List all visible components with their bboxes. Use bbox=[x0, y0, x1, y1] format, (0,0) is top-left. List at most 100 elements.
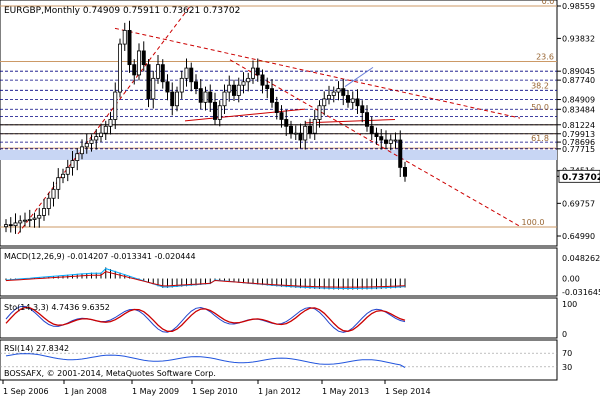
candle-body bbox=[312, 119, 317, 134]
candle-body bbox=[274, 101, 279, 114]
candle-body bbox=[231, 84, 236, 96]
rsi-axis-label: 70 bbox=[562, 349, 572, 358]
rsi-pane[interactable]: RSI(14) 27.8342 BOSSAFX, © 2001-2014, Me… bbox=[0, 339, 558, 381]
candle-body bbox=[127, 29, 132, 66]
candle-body bbox=[222, 91, 227, 107]
stochastic-axis-label: 100 bbox=[562, 300, 577, 309]
rsi-axis: 70 30 bbox=[562, 349, 572, 372]
candle-body bbox=[8, 224, 13, 227]
fibonacci-labels: 0.0 23.6 38.2 50.0 61.8 100.0 bbox=[522, 0, 555, 227]
macd-plot bbox=[5, 267, 406, 290]
macd-axis-label: 0.00 bbox=[562, 275, 580, 284]
candle-body bbox=[307, 125, 312, 134]
stochastic-label: Sto(14,3,3) 4.7436 9.6352 bbox=[4, 303, 110, 312]
candle-body bbox=[227, 84, 232, 93]
rsi-axis-label: 30 bbox=[562, 363, 572, 372]
candle-body bbox=[398, 139, 403, 168]
price-axis-label: 0.69757 bbox=[562, 199, 595, 208]
main-pane-frame bbox=[0, 0, 558, 247]
candle-body bbox=[13, 222, 18, 227]
current-price-label: 0.73702 bbox=[562, 173, 600, 183]
candle-body bbox=[279, 112, 284, 120]
current-price-tag bbox=[558, 169, 600, 183]
candle-body bbox=[265, 84, 270, 90]
candle-body bbox=[241, 81, 246, 86]
candle-body bbox=[61, 173, 66, 179]
candlesticks bbox=[4, 20, 407, 234]
candle-body bbox=[18, 220, 23, 224]
candle-body bbox=[236, 84, 241, 96]
stochastic-signal-line bbox=[5, 306, 406, 332]
stochastic-axis-label: 0 bbox=[562, 330, 567, 339]
macd-axis-label: -0.031645 bbox=[562, 288, 600, 297]
candle-body bbox=[89, 139, 94, 144]
candle-body bbox=[203, 91, 208, 103]
candle-body bbox=[84, 143, 89, 148]
candle-body bbox=[246, 77, 251, 83]
candle-body bbox=[99, 132, 104, 137]
candle-body bbox=[383, 139, 388, 144]
stochastic-pane[interactable]: Sto(14,3,3) 4.7436 9.6352 bbox=[0, 297, 558, 339]
fib-label: 50.0 bbox=[531, 103, 549, 112]
price-axis-label: 0.84909 bbox=[562, 96, 595, 105]
candle-body bbox=[364, 112, 369, 127]
candle-body bbox=[151, 77, 156, 100]
candle-body bbox=[65, 167, 70, 175]
price-axis-label: 0.98559 bbox=[562, 2, 595, 11]
fib-label: 38.2 bbox=[531, 81, 549, 90]
main-price-pane[interactable]: 0.0 23.6 38.2 50.0 61.8 100.0 EURGBP,Monthly … bbox=[0, 0, 558, 247]
stochastic-plot bbox=[5, 305, 406, 333]
trendline-upper-down bbox=[114, 27, 521, 119]
candle-body bbox=[22, 219, 27, 222]
candle-body bbox=[303, 125, 308, 141]
time-axis-label: 1 Jan 2012 bbox=[258, 387, 301, 396]
rsi-pane-frame bbox=[0, 339, 558, 381]
trendline-blue bbox=[344, 66, 374, 87]
candle-body bbox=[146, 64, 151, 100]
candle-body bbox=[184, 67, 189, 79]
candle-body bbox=[42, 208, 47, 216]
price-axis-label: 0.81224 bbox=[562, 121, 595, 130]
trendline-up bbox=[17, 6, 191, 235]
candle-body bbox=[94, 136, 99, 141]
rsi-line bbox=[5, 353, 406, 368]
candle-body bbox=[298, 132, 303, 141]
candle-body bbox=[141, 50, 146, 66]
candle-body bbox=[402, 167, 407, 177]
time-axis-label: 1 Jan 2008 bbox=[64, 387, 107, 396]
candle-body bbox=[345, 95, 350, 103]
candle-body bbox=[269, 88, 274, 103]
macd-pane[interactable]: MACD(12,26,9) -0.014207 -0.013341 -0.020… bbox=[0, 247, 558, 297]
candle-body bbox=[379, 136, 384, 141]
candle-body bbox=[288, 125, 293, 134]
candle-body bbox=[208, 91, 213, 103]
candle-body bbox=[336, 88, 341, 93]
stochastic-axis: 100 0 bbox=[562, 300, 577, 339]
price-axis-label: 0.87740 bbox=[562, 76, 595, 85]
macd-axis: 0.048262 0.00 -0.031645 bbox=[562, 254, 600, 297]
fib-label: 61.8 bbox=[531, 134, 549, 143]
candle-body bbox=[155, 64, 160, 79]
candle-body bbox=[118, 43, 123, 93]
trendline-solid bbox=[184, 108, 306, 122]
candle-body bbox=[70, 160, 75, 168]
candle-body bbox=[32, 217, 37, 220]
candle-body bbox=[322, 98, 327, 107]
candle-body bbox=[250, 67, 255, 79]
time-axis-label: 1 May 2009 bbox=[132, 387, 179, 396]
candle-body bbox=[80, 146, 85, 155]
candle-body bbox=[113, 91, 118, 120]
candle-body bbox=[255, 67, 260, 76]
fib-label: 100.0 bbox=[522, 218, 545, 227]
candle-body bbox=[217, 105, 222, 120]
time-axis-label: 1 Sep 2010 bbox=[192, 387, 238, 396]
fibonacci-lines bbox=[0, 5, 557, 228]
price-axis-label: 0.89045 bbox=[562, 67, 595, 76]
candle-body bbox=[108, 119, 113, 127]
candle-body bbox=[122, 29, 127, 45]
candle-body bbox=[355, 98, 360, 107]
candle-body bbox=[317, 105, 322, 120]
